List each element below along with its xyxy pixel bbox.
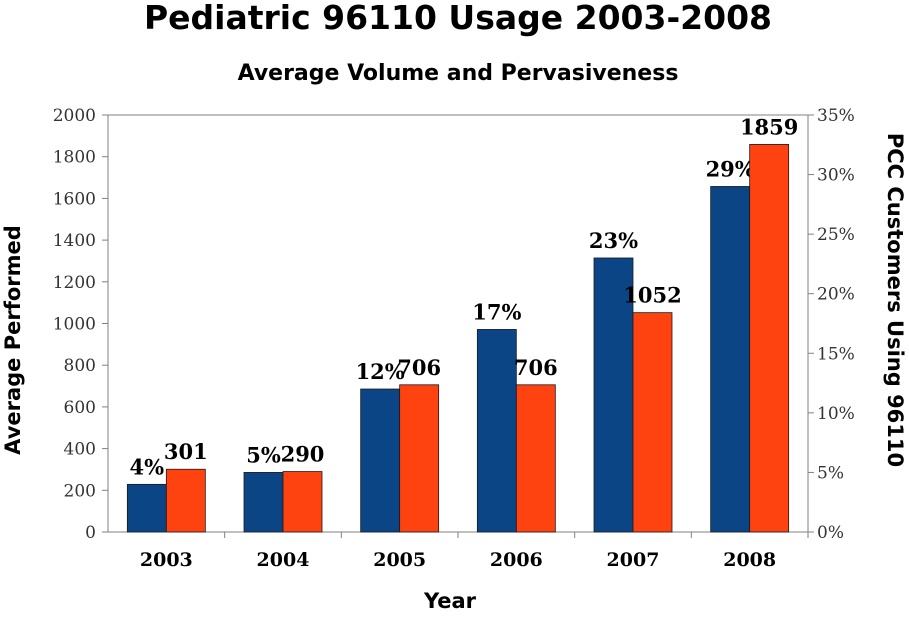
x-axis-title: Year [423, 589, 477, 613]
y2-tick-label: 10% [817, 404, 855, 424]
data-label: 706 [514, 355, 558, 380]
bar [165, 468, 206, 533]
y2-tick-label: 25% [817, 225, 855, 245]
y2-tick-label: 0% [817, 523, 844, 543]
y2-axis-title: PCC Customers Using 96110 [883, 133, 907, 467]
bar [515, 384, 556, 533]
bar [632, 312, 673, 533]
x-tick-label: 2008 [723, 549, 776, 571]
y-tick-label: 1600 [53, 189, 96, 209]
data-label: 1859 [740, 114, 798, 139]
bar [476, 329, 517, 533]
bar [360, 388, 401, 533]
x-tick-label: 2007 [607, 549, 660, 571]
data-label: 706 [397, 355, 441, 380]
y-tick-label: 1400 [53, 231, 96, 251]
data-label: 23% [589, 228, 638, 253]
x-tick-label: 2003 [140, 549, 193, 571]
data-label: 4% [130, 454, 165, 479]
y-axis-title: Average Performed [1, 225, 25, 455]
bar [243, 472, 284, 533]
bar [710, 186, 751, 533]
data-label: 29% [706, 156, 755, 181]
y2-tick-label: 30% [817, 166, 855, 186]
y2-tick-label: 35% [817, 106, 855, 126]
chart-subtitle: Average Volume and Pervasiveness [238, 61, 679, 86]
y2-tick-label: 20% [817, 285, 855, 305]
y2-tick-label: 5% [817, 463, 844, 483]
bar [126, 483, 167, 533]
x-tick-label: 2006 [490, 549, 543, 571]
y-tick-label: 600 [64, 398, 96, 418]
bar [282, 471, 323, 533]
x-tick-label: 2004 [257, 549, 310, 571]
y-tick-label: 1200 [53, 273, 96, 293]
y-tick-label: 0 [85, 523, 96, 543]
data-label: 5% [246, 442, 281, 467]
y-tick-label: 1000 [53, 315, 96, 335]
y2-tick-label: 15% [817, 344, 855, 364]
data-label: 290 [281, 442, 325, 467]
bar [749, 143, 790, 533]
y-tick-label: 200 [64, 481, 96, 501]
chart-title: Pediatric 96110 Usage 2003-2008 [144, 0, 772, 37]
data-label: 1052 [623, 283, 681, 308]
data-label: 301 [164, 439, 208, 464]
y-tick-label: 400 [64, 440, 96, 460]
data-label: 12% [356, 359, 405, 384]
y-tick-label: 1800 [53, 148, 96, 168]
y-tick-label: 800 [64, 356, 96, 376]
y-tick-label: 2000 [53, 106, 96, 126]
x-tick-label: 2005 [373, 549, 426, 571]
plot-area [107, 114, 809, 533]
bar [399, 384, 440, 533]
data-label: 17% [472, 299, 521, 324]
